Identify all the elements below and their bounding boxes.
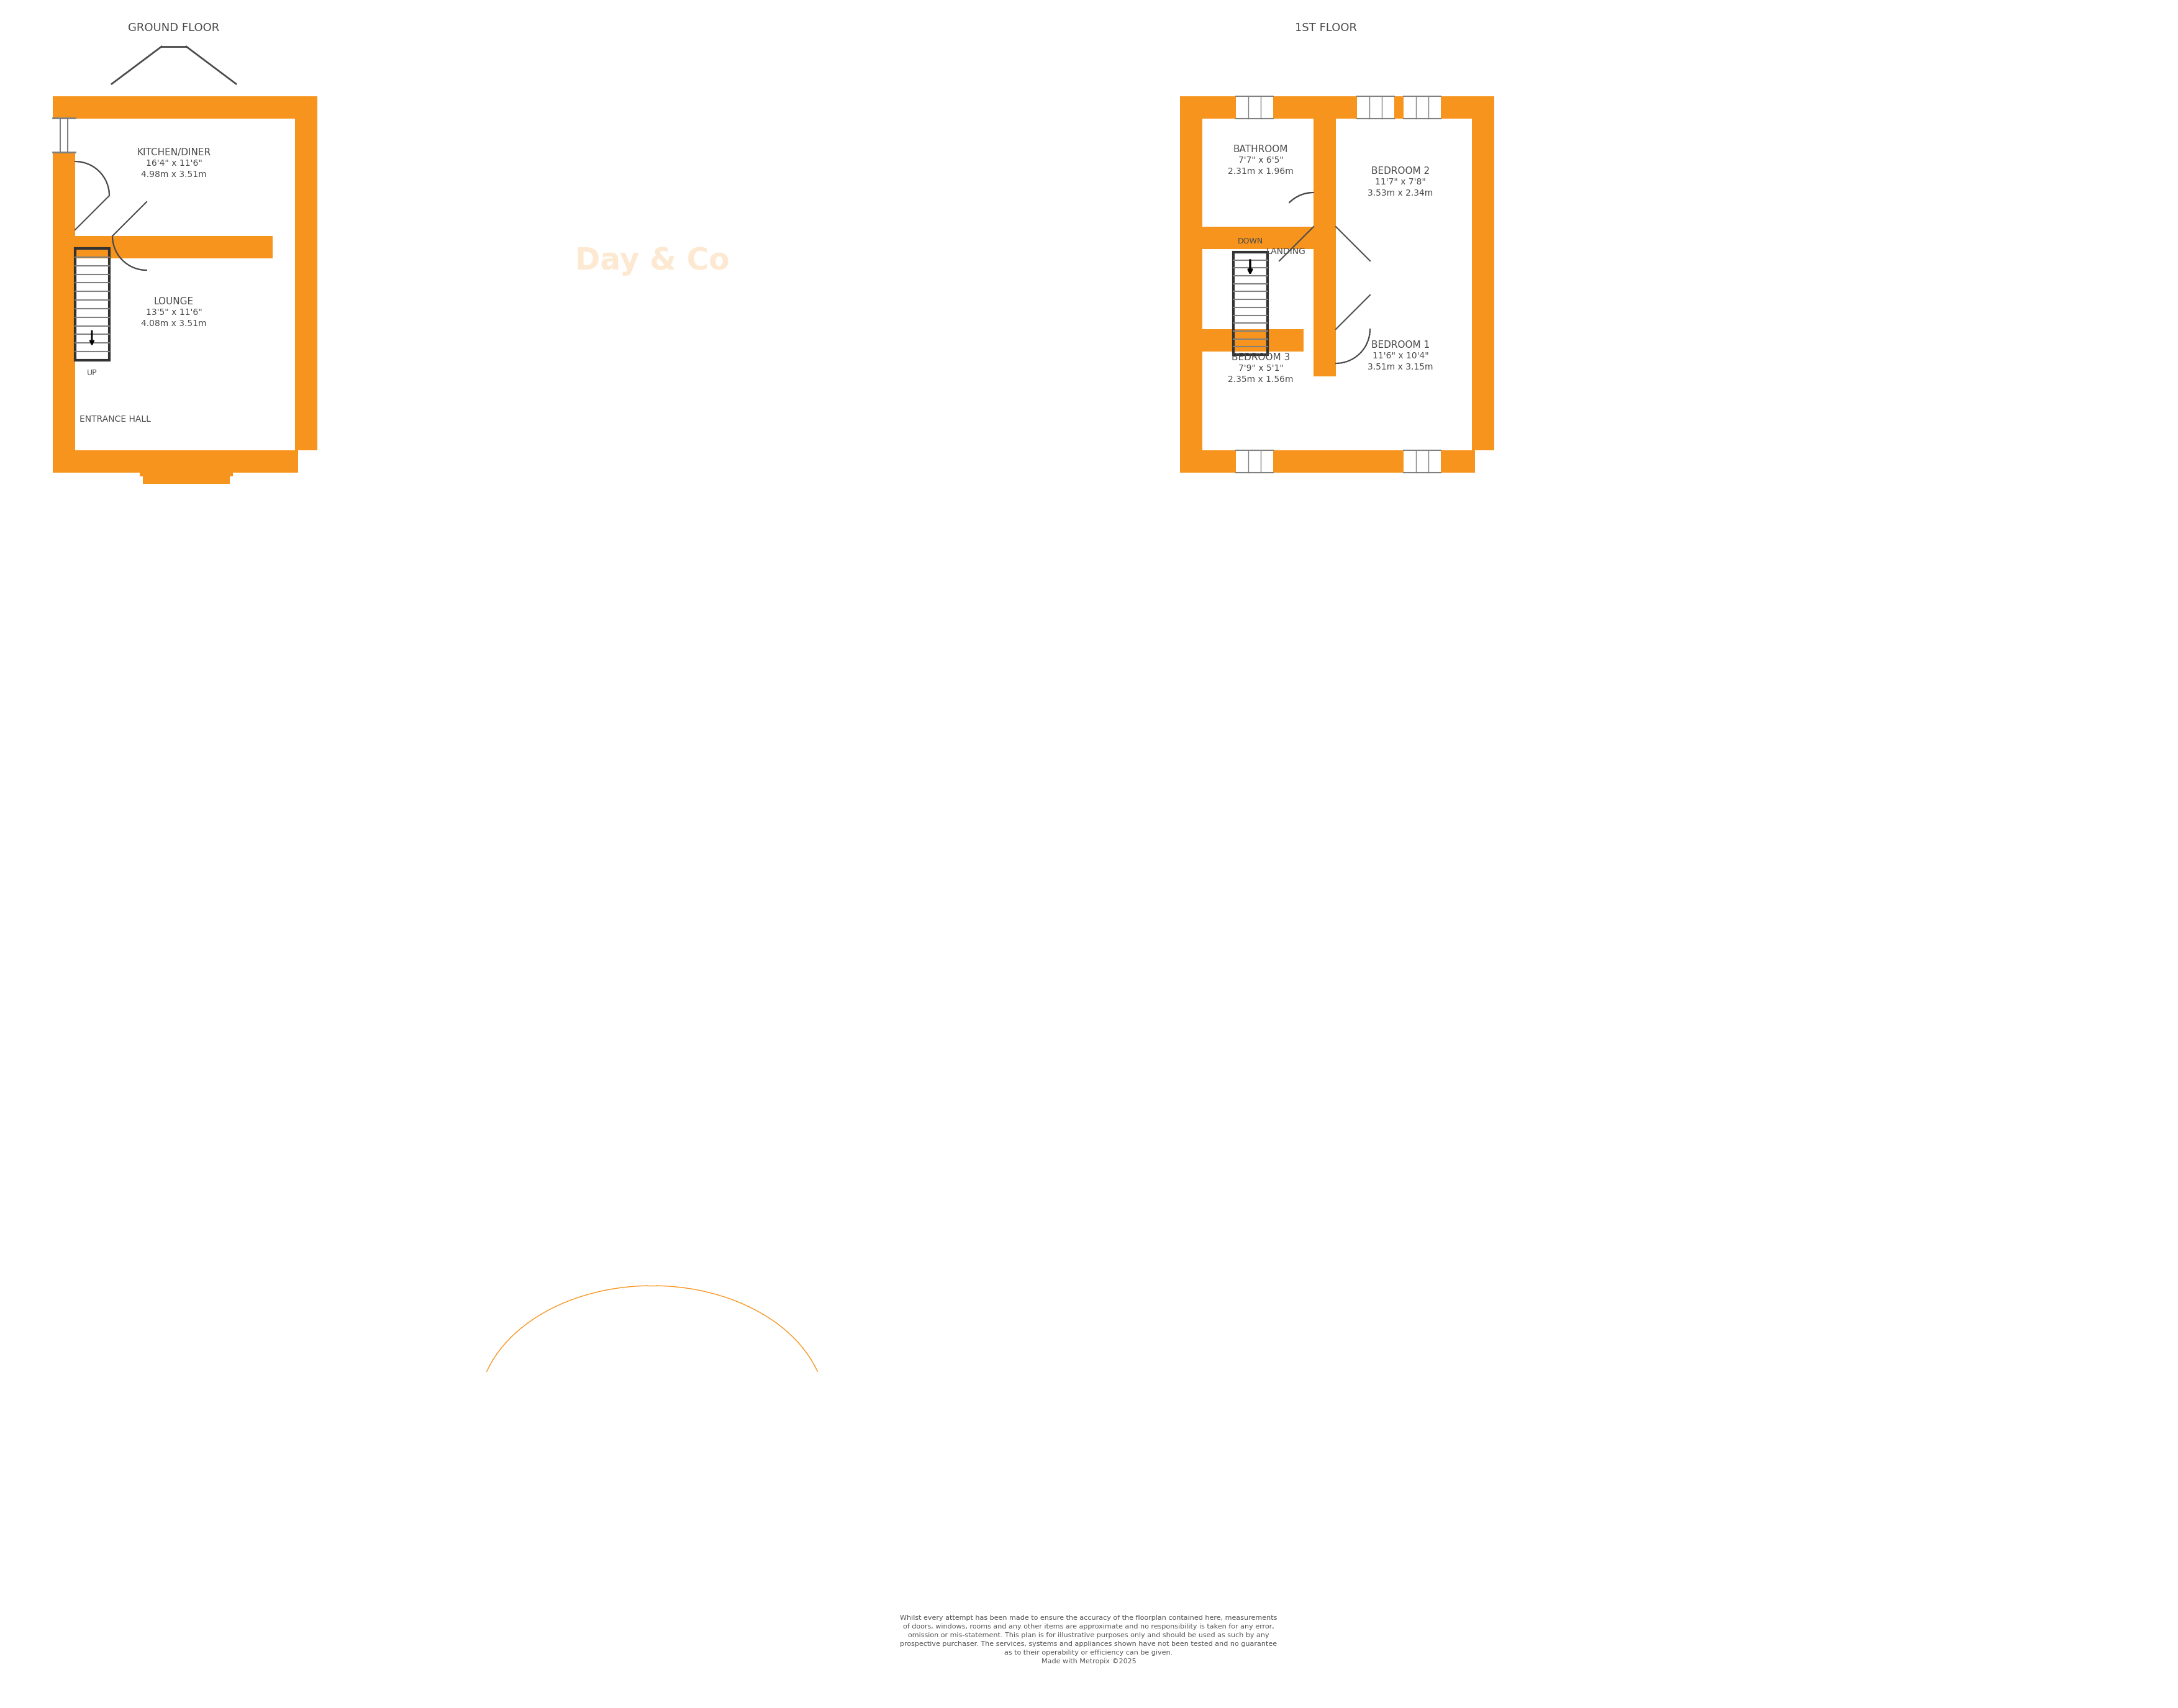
Text: BATHROOM: BATHROOM (1233, 145, 1287, 154)
Bar (294, 96, 318, 451)
Text: 3.53m x 2.34m: 3.53m x 2.34m (1368, 190, 1433, 198)
Bar (52, 118, 76, 152)
Bar (1313, 227, 1335, 376)
Text: DOWN: DOWN (1237, 237, 1263, 244)
Text: BEDROOM 1: BEDROOM 1 (1372, 340, 1429, 350)
Text: 3.51m x 3.15m: 3.51m x 3.15m (1368, 362, 1433, 371)
Bar (1202, 330, 1305, 352)
Text: 7'9" x 5'1": 7'9" x 5'1" (1237, 364, 1283, 372)
Text: 7'7" x 6'5": 7'7" x 6'5" (1237, 155, 1283, 164)
Bar (1357, 96, 1394, 118)
Text: 16'4" x 11'6": 16'4" x 11'6" (146, 159, 203, 167)
Text: 13'5" x 11'6": 13'5" x 11'6" (146, 307, 203, 316)
Bar (1403, 96, 1442, 118)
Bar (76, 236, 272, 258)
Bar (144, 473, 231, 483)
Bar (1233, 253, 1268, 355)
Text: 11'6" x 10'4": 11'6" x 10'4" (1372, 352, 1429, 360)
Text: LANDING: LANDING (1265, 248, 1307, 256)
Bar (76, 248, 109, 360)
Bar (133, 451, 240, 461)
Text: 2.31m x 1.96m: 2.31m x 1.96m (1228, 167, 1294, 176)
Text: UP: UP (87, 369, 98, 377)
Bar (1180, 96, 1202, 451)
Text: LOUNGE: LOUNGE (155, 297, 194, 306)
Bar (1235, 451, 1274, 473)
Text: 4.08m x 3.51m: 4.08m x 3.51m (142, 319, 207, 328)
Text: 11'7" x 7'8": 11'7" x 7'8" (1374, 178, 1427, 186)
Text: BEDROOM 2: BEDROOM 2 (1372, 166, 1429, 176)
Bar (139, 465, 233, 477)
Text: 2.35m x 1.56m: 2.35m x 1.56m (1228, 376, 1294, 384)
Bar (1202, 227, 1326, 249)
Text: Day & Co: Day & Co (575, 246, 730, 275)
Bar (1403, 451, 1442, 473)
Text: BEDROOM 3: BEDROOM 3 (1231, 352, 1289, 362)
Text: 4.98m x 3.51m: 4.98m x 3.51m (142, 171, 207, 179)
Bar (137, 458, 235, 470)
Text: Whilst every attempt has been made to ensure the accuracy of the floorplan conta: Whilst every attempt has been made to en… (900, 1614, 1276, 1665)
Bar (52, 451, 298, 473)
Bar (1472, 96, 1494, 451)
Bar (1180, 451, 1475, 473)
Text: GROUND FLOOR: GROUND FLOOR (129, 22, 220, 34)
Bar (1235, 96, 1274, 118)
Bar (52, 96, 76, 451)
Bar (1313, 96, 1335, 249)
Text: ENTRANCE HALL: ENTRANCE HALL (78, 415, 150, 424)
Text: KITCHEN/DINER: KITCHEN/DINER (137, 147, 211, 157)
Bar (52, 96, 298, 118)
Bar (1180, 96, 1475, 118)
Text: 1ST FLOOR: 1ST FLOOR (1296, 22, 1357, 34)
